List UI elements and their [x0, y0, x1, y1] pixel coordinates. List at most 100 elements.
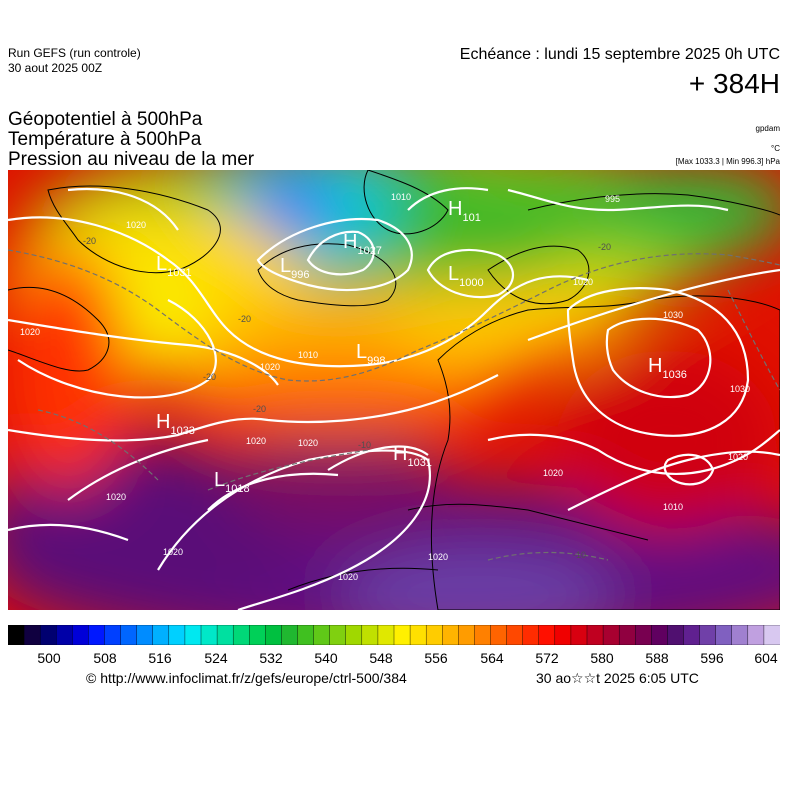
isotherm-label: -20 [203, 372, 216, 382]
color-swatch [490, 625, 508, 645]
isobar-label: 1030 [730, 384, 750, 394]
unit-pressure: [Max 1033.3 | Min 996.3] hPa [675, 157, 780, 166]
isobar-label: 1020 [728, 452, 748, 462]
isobar-label: 1020 [338, 572, 358, 582]
color-scale-label: 540 [314, 650, 338, 666]
isobar-label: 1030 [663, 310, 683, 320]
color-swatch [216, 625, 234, 645]
pressure-center-value: 1018 [225, 483, 249, 495]
color-swatch [618, 625, 636, 645]
color-scale-label: 604 [754, 650, 778, 666]
color-swatch [8, 625, 25, 645]
pressure-center-value: 101 [462, 212, 480, 224]
isotherm-label: -10 [573, 550, 586, 560]
color-scale-label: 580 [590, 650, 614, 666]
color-swatch [538, 625, 556, 645]
color-scale-label: 500 [37, 650, 61, 666]
isotherm-labels: -20 -20 -20 -20 -20 -10 -10 [83, 236, 611, 560]
pressure-center-value: 1031 [167, 267, 191, 279]
isobar-label: 1020 [106, 492, 126, 502]
isobar-label: 1020 [163, 547, 183, 557]
color-swatch [152, 625, 170, 645]
color-swatch [506, 625, 524, 645]
color-swatch [458, 625, 476, 645]
lead-time: + 384H [688, 68, 780, 99]
color-swatch [329, 625, 347, 645]
color-scale-label: 564 [480, 650, 504, 666]
isobar-label: 1020 [428, 552, 448, 562]
pressure-center-high: H101 [448, 198, 481, 224]
color-scale-label: 532 [259, 650, 283, 666]
color-swatch [570, 625, 588, 645]
pressure-center-low: L996 [280, 255, 309, 281]
color-swatch [297, 625, 315, 645]
pressure-center-type: H [156, 411, 170, 433]
isotherms [8, 249, 780, 561]
isobar-label: 1020 [126, 220, 146, 230]
color-swatch [281, 625, 299, 645]
isobar-label: 1020 [573, 277, 593, 287]
color-scale-label: 572 [535, 650, 559, 666]
pressure-center-value: 996 [291, 269, 309, 281]
color-swatch [715, 625, 733, 645]
color-swatch [72, 625, 90, 645]
valid-time: Echéance : lundi 15 septembre 2025 0h UT… [459, 46, 780, 63]
isotherm-label: -20 [83, 236, 96, 246]
pressure-center-type: H [343, 231, 357, 253]
color-scale-label: 524 [204, 650, 228, 666]
isobar-label: 1020 [298, 438, 318, 448]
color-swatch [393, 625, 411, 645]
color-swatch [184, 625, 202, 645]
color-swatch [361, 625, 379, 645]
pressure-center-low: L1000 [448, 263, 484, 289]
pressure-center-high: H1033 [156, 411, 195, 437]
param-geopotential: Géopotentiel à 500hPa [8, 109, 203, 130]
isobar-label: 1010 [663, 502, 683, 512]
isobar-label: 1020 [20, 327, 40, 337]
isotherm-label: -20 [253, 404, 266, 414]
generation-time: 30 ao☆☆t 2025 6:05 UTC [536, 670, 699, 686]
pressure-center-value: 1031 [407, 457, 431, 469]
color-swatch [88, 625, 106, 645]
color-swatch [345, 625, 363, 645]
param-temperature: Température à 500hPa [8, 129, 202, 150]
color-swatch [731, 625, 749, 645]
pressure-center-value: 1000 [459, 277, 483, 289]
coastlines [8, 170, 780, 610]
color-swatch [265, 625, 283, 645]
color-swatch [763, 625, 780, 645]
isobar-label: 995 [605, 194, 620, 204]
unit-temperature: °C [771, 144, 780, 153]
isobar-label: 1010 [298, 350, 318, 360]
pressure-center-low: L998 [356, 341, 385, 367]
pressure-center-value: 1036 [662, 369, 686, 381]
color-swatch [474, 625, 492, 645]
color-swatch [425, 625, 443, 645]
color-swatch [409, 625, 427, 645]
color-swatch [313, 625, 331, 645]
color-swatch [377, 625, 395, 645]
color-swatch [232, 625, 250, 645]
color-swatch [249, 625, 267, 645]
isobar-label: 1020 [543, 468, 563, 478]
color-swatch [39, 625, 57, 645]
color-swatch [23, 625, 41, 645]
color-scale-bar [8, 625, 780, 645]
pressure-center-value: 1033 [170, 425, 194, 437]
color-swatch [168, 625, 186, 645]
isobar-labels: 1020 1010 995 1020 1030 1030 1020 1010 1020 1020 1… [20, 192, 750, 582]
color-swatch [667, 625, 685, 645]
isotherm-label: -20 [238, 314, 251, 324]
color-swatch [522, 625, 540, 645]
color-swatch [554, 625, 572, 645]
color-swatch [683, 625, 701, 645]
color-swatch [442, 625, 460, 645]
color-swatch [651, 625, 669, 645]
pressure-center-value: 1027 [357, 245, 381, 257]
isotherm-label: -10 [358, 440, 371, 450]
pressure-center-type: H [648, 355, 662, 377]
pressure-center-high: H1027 [343, 231, 382, 257]
color-swatch [699, 625, 717, 645]
color-swatch [635, 625, 653, 645]
